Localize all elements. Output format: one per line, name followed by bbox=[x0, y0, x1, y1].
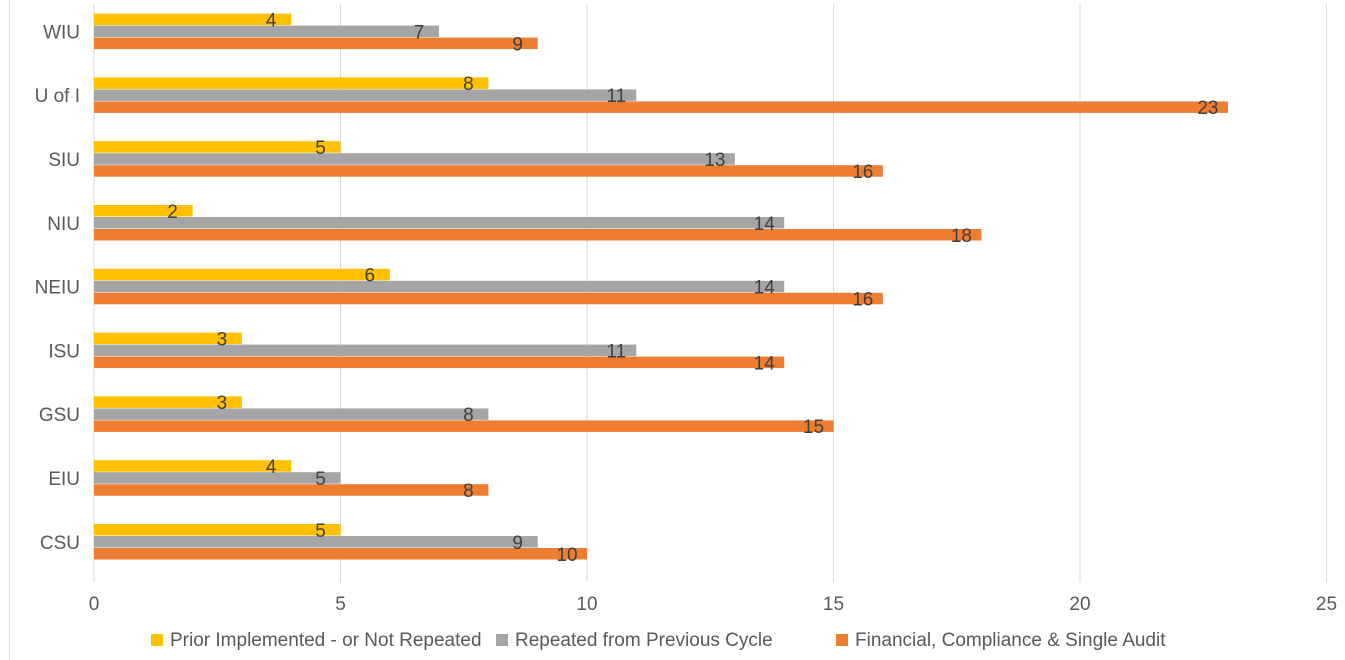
bar bbox=[94, 548, 587, 560]
data-label: 5 bbox=[315, 469, 326, 490]
category-label: CSU bbox=[40, 533, 80, 554]
data-label: 9 bbox=[512, 533, 523, 554]
data-label: 3 bbox=[217, 393, 228, 414]
data-label: 14 bbox=[754, 278, 776, 299]
bar bbox=[94, 280, 785, 293]
bar bbox=[94, 484, 489, 496]
bar bbox=[94, 37, 538, 50]
tick-label: 15 bbox=[823, 594, 844, 615]
data-label: 11 bbox=[606, 86, 626, 107]
tick-label: 25 bbox=[1316, 594, 1337, 615]
bar bbox=[94, 101, 1228, 113]
data-label: 11 bbox=[606, 341, 626, 362]
tick-label: 20 bbox=[1069, 594, 1090, 615]
category-label: WIU bbox=[43, 22, 80, 43]
data-labels: 5 9 10 4 5 8 3 8 15 3 11 14 6 14 16 2 14 18 5 13 16 8 11 23 4 7 9 bbox=[167, 10, 1218, 565]
legend-label: Financial, Compliance & Single Audit bbox=[855, 630, 1166, 651]
legend-swatch bbox=[151, 634, 163, 646]
bar bbox=[94, 460, 292, 472]
bar bbox=[94, 536, 538, 548]
tick-label: 10 bbox=[576, 594, 597, 615]
data-label: 8 bbox=[463, 481, 474, 502]
bar bbox=[94, 205, 193, 217]
data-label: 10 bbox=[556, 545, 577, 566]
chart-frame bbox=[9, 0, 1345, 660]
bar bbox=[94, 217, 785, 229]
data-label: 16 bbox=[852, 162, 873, 183]
category-label: GSU bbox=[39, 405, 80, 426]
bar bbox=[94, 229, 982, 241]
category-label: NIU bbox=[47, 214, 80, 235]
data-label: 4 bbox=[266, 10, 277, 31]
data-label: 18 bbox=[951, 226, 972, 247]
legend: Prior Implemented - or Not Repeated Repea… bbox=[151, 630, 1166, 651]
bar bbox=[94, 356, 785, 369]
bar bbox=[94, 13, 292, 26]
bars bbox=[94, 13, 1228, 560]
data-label: 3 bbox=[217, 329, 228, 350]
bar bbox=[94, 420, 834, 432]
bar bbox=[94, 141, 341, 153]
bar bbox=[94, 332, 242, 345]
data-label: 16 bbox=[852, 290, 873, 311]
legend-label: Repeated from Previous Cycle bbox=[515, 630, 773, 651]
category-label: SIU bbox=[48, 150, 80, 171]
category-label: ISU bbox=[48, 341, 80, 362]
data-label: 5 bbox=[315, 521, 326, 542]
bar bbox=[94, 153, 735, 165]
data-label: 5 bbox=[315, 138, 326, 159]
bar bbox=[94, 268, 390, 281]
data-label: 15 bbox=[803, 417, 824, 438]
data-label: 23 bbox=[1197, 98, 1218, 119]
data-label: 14 bbox=[754, 214, 776, 235]
legend-swatch bbox=[496, 634, 508, 646]
data-label: 14 bbox=[754, 353, 776, 374]
data-label: 13 bbox=[704, 150, 725, 171]
data-label: 9 bbox=[512, 34, 523, 55]
data-label: 6 bbox=[365, 266, 376, 287]
legend-swatch bbox=[836, 634, 848, 646]
bar bbox=[94, 472, 341, 484]
data-label: 7 bbox=[414, 22, 425, 43]
bar bbox=[94, 89, 637, 101]
data-label: 2 bbox=[167, 202, 178, 223]
category-label: EIU bbox=[48, 469, 80, 490]
bar bbox=[94, 408, 489, 420]
tick-label: 5 bbox=[335, 594, 346, 615]
legend-label: Prior Implemented - or Not Repeated bbox=[170, 630, 482, 651]
bar bbox=[94, 396, 242, 408]
bar bbox=[94, 292, 883, 305]
data-label: 4 bbox=[266, 457, 277, 478]
category-axis: CSU EIU GSU ISU NEIU NIU SIU U of I WIU bbox=[35, 22, 80, 553]
bar bbox=[94, 25, 440, 38]
bar bbox=[94, 165, 883, 177]
value-axis: 0 5 10 15 20 25 bbox=[89, 594, 1337, 615]
data-label: 8 bbox=[463, 405, 474, 426]
data-label: 8 bbox=[463, 74, 474, 95]
bar bbox=[94, 524, 341, 536]
tick-label: 0 bbox=[89, 594, 100, 615]
bar bbox=[94, 77, 489, 89]
category-label: NEIU bbox=[35, 278, 80, 299]
bar bbox=[94, 344, 637, 357]
category-label: U of I bbox=[35, 86, 80, 107]
